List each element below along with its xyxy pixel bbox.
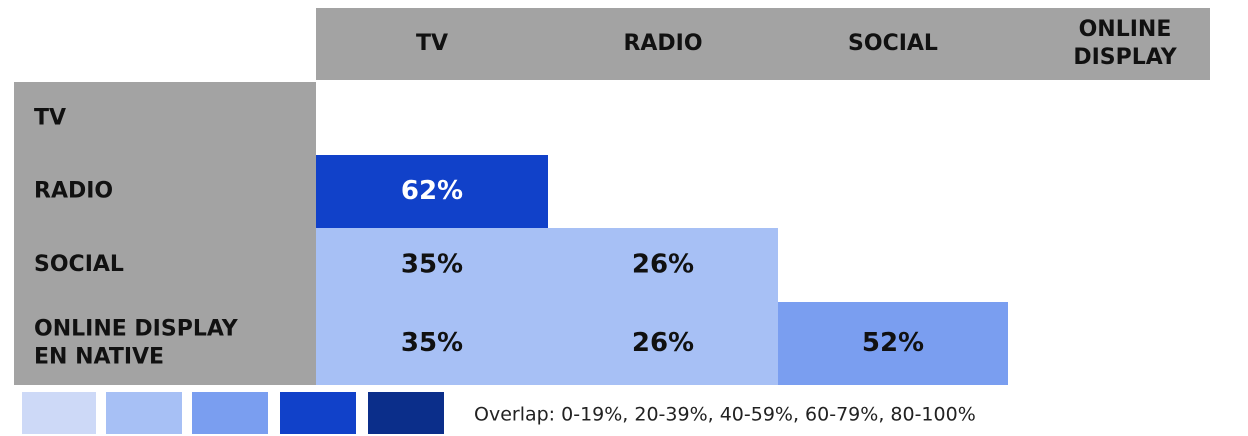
row-header-line: TV bbox=[34, 106, 66, 131]
row-header: SOCIAL bbox=[34, 252, 124, 277]
cell-value: 26% bbox=[632, 250, 694, 280]
row-header: RADIO bbox=[34, 179, 113, 204]
cell-bg bbox=[316, 155, 548, 228]
row-header-bg bbox=[14, 82, 316, 385]
cell-bg bbox=[548, 302, 778, 385]
cell-value: 62% bbox=[401, 176, 463, 206]
column-header: SOCIAL bbox=[848, 31, 938, 56]
column-header-line: ONLINE bbox=[1079, 17, 1172, 42]
legend-swatch bbox=[106, 392, 182, 434]
column-header-line: TV bbox=[416, 31, 448, 56]
column-header: ONLINE DISPLAY bbox=[1073, 17, 1177, 70]
row-header: TV bbox=[34, 106, 66, 131]
row-header: ONLINE DISPLAY EN NATIVE bbox=[34, 317, 239, 370]
column-header-line: RADIO bbox=[623, 31, 702, 56]
column-header: TV bbox=[416, 31, 448, 56]
row-header-line: ONLINE DISPLAY bbox=[34, 317, 239, 342]
cell-bg bbox=[778, 302, 1008, 385]
legend-swatch bbox=[368, 392, 444, 434]
cell-value: 26% bbox=[632, 328, 694, 358]
cell-value: 35% bbox=[401, 328, 463, 358]
column-header-bg bbox=[316, 8, 1210, 80]
row-header-line: SOCIAL bbox=[34, 252, 124, 277]
cell-value: 52% bbox=[862, 328, 924, 358]
row-header-line: EN NATIVE bbox=[34, 345, 164, 370]
legend-swatch bbox=[280, 392, 356, 434]
cell-value: 35% bbox=[401, 250, 463, 280]
column-header-line: DISPLAY bbox=[1073, 45, 1177, 70]
cell-bg bbox=[316, 302, 548, 385]
legend-swatch bbox=[192, 392, 268, 434]
legend-label: Overlap: 0-19%, 20-39%, 40-59%, 60-79%, … bbox=[474, 404, 976, 426]
cell-bg bbox=[316, 228, 548, 302]
row-header-line: RADIO bbox=[34, 179, 113, 204]
column-header-line: SOCIAL bbox=[848, 31, 938, 56]
legend-swatch bbox=[22, 392, 96, 434]
column-header: RADIO bbox=[623, 31, 702, 56]
cell-bg bbox=[548, 228, 778, 302]
